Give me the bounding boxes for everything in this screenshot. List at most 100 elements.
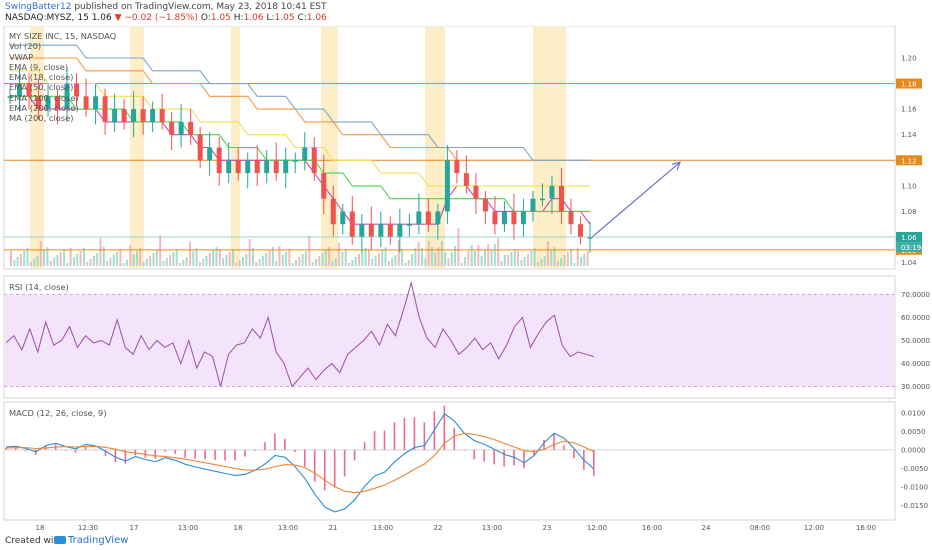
volume-bar xyxy=(49,261,52,266)
time-tick-label: 13:00 xyxy=(373,524,393,532)
volume-bar xyxy=(493,244,496,266)
volume-bar xyxy=(553,247,556,266)
volume-bar xyxy=(188,242,191,266)
volume-bar xyxy=(573,263,576,266)
volume-bar xyxy=(354,257,357,266)
volume-bar xyxy=(381,250,384,266)
macd-histogram-bar xyxy=(34,449,37,455)
legend-item: EMA (18, close) xyxy=(9,72,74,83)
time-tick-label: 17 xyxy=(130,524,139,532)
volume-bar xyxy=(351,260,354,266)
macd-line xyxy=(5,413,595,513)
candle-body xyxy=(302,147,308,161)
rsi-legend: RSI (14, close) xyxy=(9,282,69,292)
volume-bar xyxy=(497,238,500,266)
macd-pane-frame xyxy=(3,401,896,521)
macd-histogram-bar xyxy=(224,449,226,461)
volume-bar xyxy=(404,263,407,266)
candle-body xyxy=(178,121,184,135)
volume-bar xyxy=(414,248,417,266)
volume-bar xyxy=(192,251,195,266)
volume-bar xyxy=(162,261,165,266)
volume-bar xyxy=(16,257,19,266)
macd-histogram-bar xyxy=(194,449,196,459)
chart-area[interactable]: 1.041.061.081.101.121.141.161.181.201.18… xyxy=(0,25,932,534)
candle-body xyxy=(416,211,422,225)
volume-bar xyxy=(301,254,304,266)
volume-bar xyxy=(580,257,583,266)
volume-bar xyxy=(334,258,337,266)
volume-bar xyxy=(66,263,69,266)
macd-histogram-bar xyxy=(164,449,167,452)
macd-histogram-bar xyxy=(154,449,157,459)
level-tag xyxy=(896,78,922,89)
candle-body xyxy=(207,147,213,161)
candle-body xyxy=(444,160,450,212)
close-value: 1.06 xyxy=(306,13,327,23)
rsi-pane-frame xyxy=(3,275,896,399)
projection-arrowhead xyxy=(671,161,681,171)
candle-body xyxy=(530,198,536,212)
volume-bar xyxy=(384,247,387,266)
volume-bar xyxy=(520,260,523,266)
volume-bar xyxy=(510,252,513,266)
volume-bar xyxy=(470,245,473,266)
volume-bar xyxy=(450,252,453,266)
ohlc-line: NASDAQ:MYSZ, 15 1.06 ▼ −0.02 (−1.85%) O:… xyxy=(5,13,327,23)
volume-bar xyxy=(344,249,347,266)
volume-bar xyxy=(427,241,430,266)
volume-bar xyxy=(155,250,158,266)
macd-histogram-bar xyxy=(393,422,396,450)
volume-bar xyxy=(546,241,549,266)
volume-bar xyxy=(411,254,414,266)
macd-tick-label: 0.0050 xyxy=(901,428,926,436)
volume-bar xyxy=(195,248,198,266)
volume-bar xyxy=(36,256,39,266)
macd-histogram-bar xyxy=(214,449,216,460)
volume-bar xyxy=(142,262,145,266)
volume-bar xyxy=(308,236,311,266)
macd-histogram-bar xyxy=(383,430,386,450)
macd-histogram-bar xyxy=(493,449,495,465)
rsi-band xyxy=(5,294,894,387)
tradingview-logo[interactable]: TradingView xyxy=(54,535,128,546)
volume-bar xyxy=(348,263,351,266)
macd-histogram-bar xyxy=(124,449,127,464)
volume-bar xyxy=(228,252,231,266)
candle-body xyxy=(254,160,260,174)
candle-body xyxy=(64,83,70,110)
volume-bar xyxy=(182,260,185,266)
candle-body xyxy=(121,109,127,122)
volume-bar xyxy=(341,252,344,266)
volume-bar xyxy=(152,253,155,266)
high-value: 1.06 xyxy=(243,13,264,23)
volume-bar xyxy=(39,241,42,266)
chart-svg[interactable]: 1.041.061.081.101.121.141.161.181.201.18… xyxy=(0,25,932,534)
volume-bar xyxy=(338,243,341,266)
volume-bar xyxy=(119,249,122,266)
close-label: C: xyxy=(297,13,307,23)
macd-histogram-bar xyxy=(24,449,27,452)
volume-bar xyxy=(464,257,467,266)
candle-body xyxy=(587,237,593,239)
volume-bar xyxy=(185,257,188,266)
candle-body xyxy=(140,109,146,122)
macd-histogram-bar xyxy=(363,442,366,450)
author-link[interactable]: SwingBatter12 xyxy=(5,2,72,12)
candle-body xyxy=(321,173,327,199)
macd-histogram-bar xyxy=(303,449,306,467)
price-tick-label: 1.20 xyxy=(901,54,917,62)
volume-bar xyxy=(490,250,493,266)
candle-body xyxy=(378,224,384,238)
price-pane-frame xyxy=(3,25,896,270)
candle-body xyxy=(235,160,241,174)
legend-item: EMA (9, close) xyxy=(9,61,69,72)
candle-body xyxy=(169,121,175,135)
volume-bar xyxy=(222,258,225,266)
candle-body xyxy=(435,211,441,225)
session-band xyxy=(130,27,144,268)
candle-body xyxy=(368,224,374,238)
volume-bar xyxy=(89,259,92,266)
volume-bar xyxy=(116,252,119,266)
volume-bar xyxy=(102,247,105,266)
